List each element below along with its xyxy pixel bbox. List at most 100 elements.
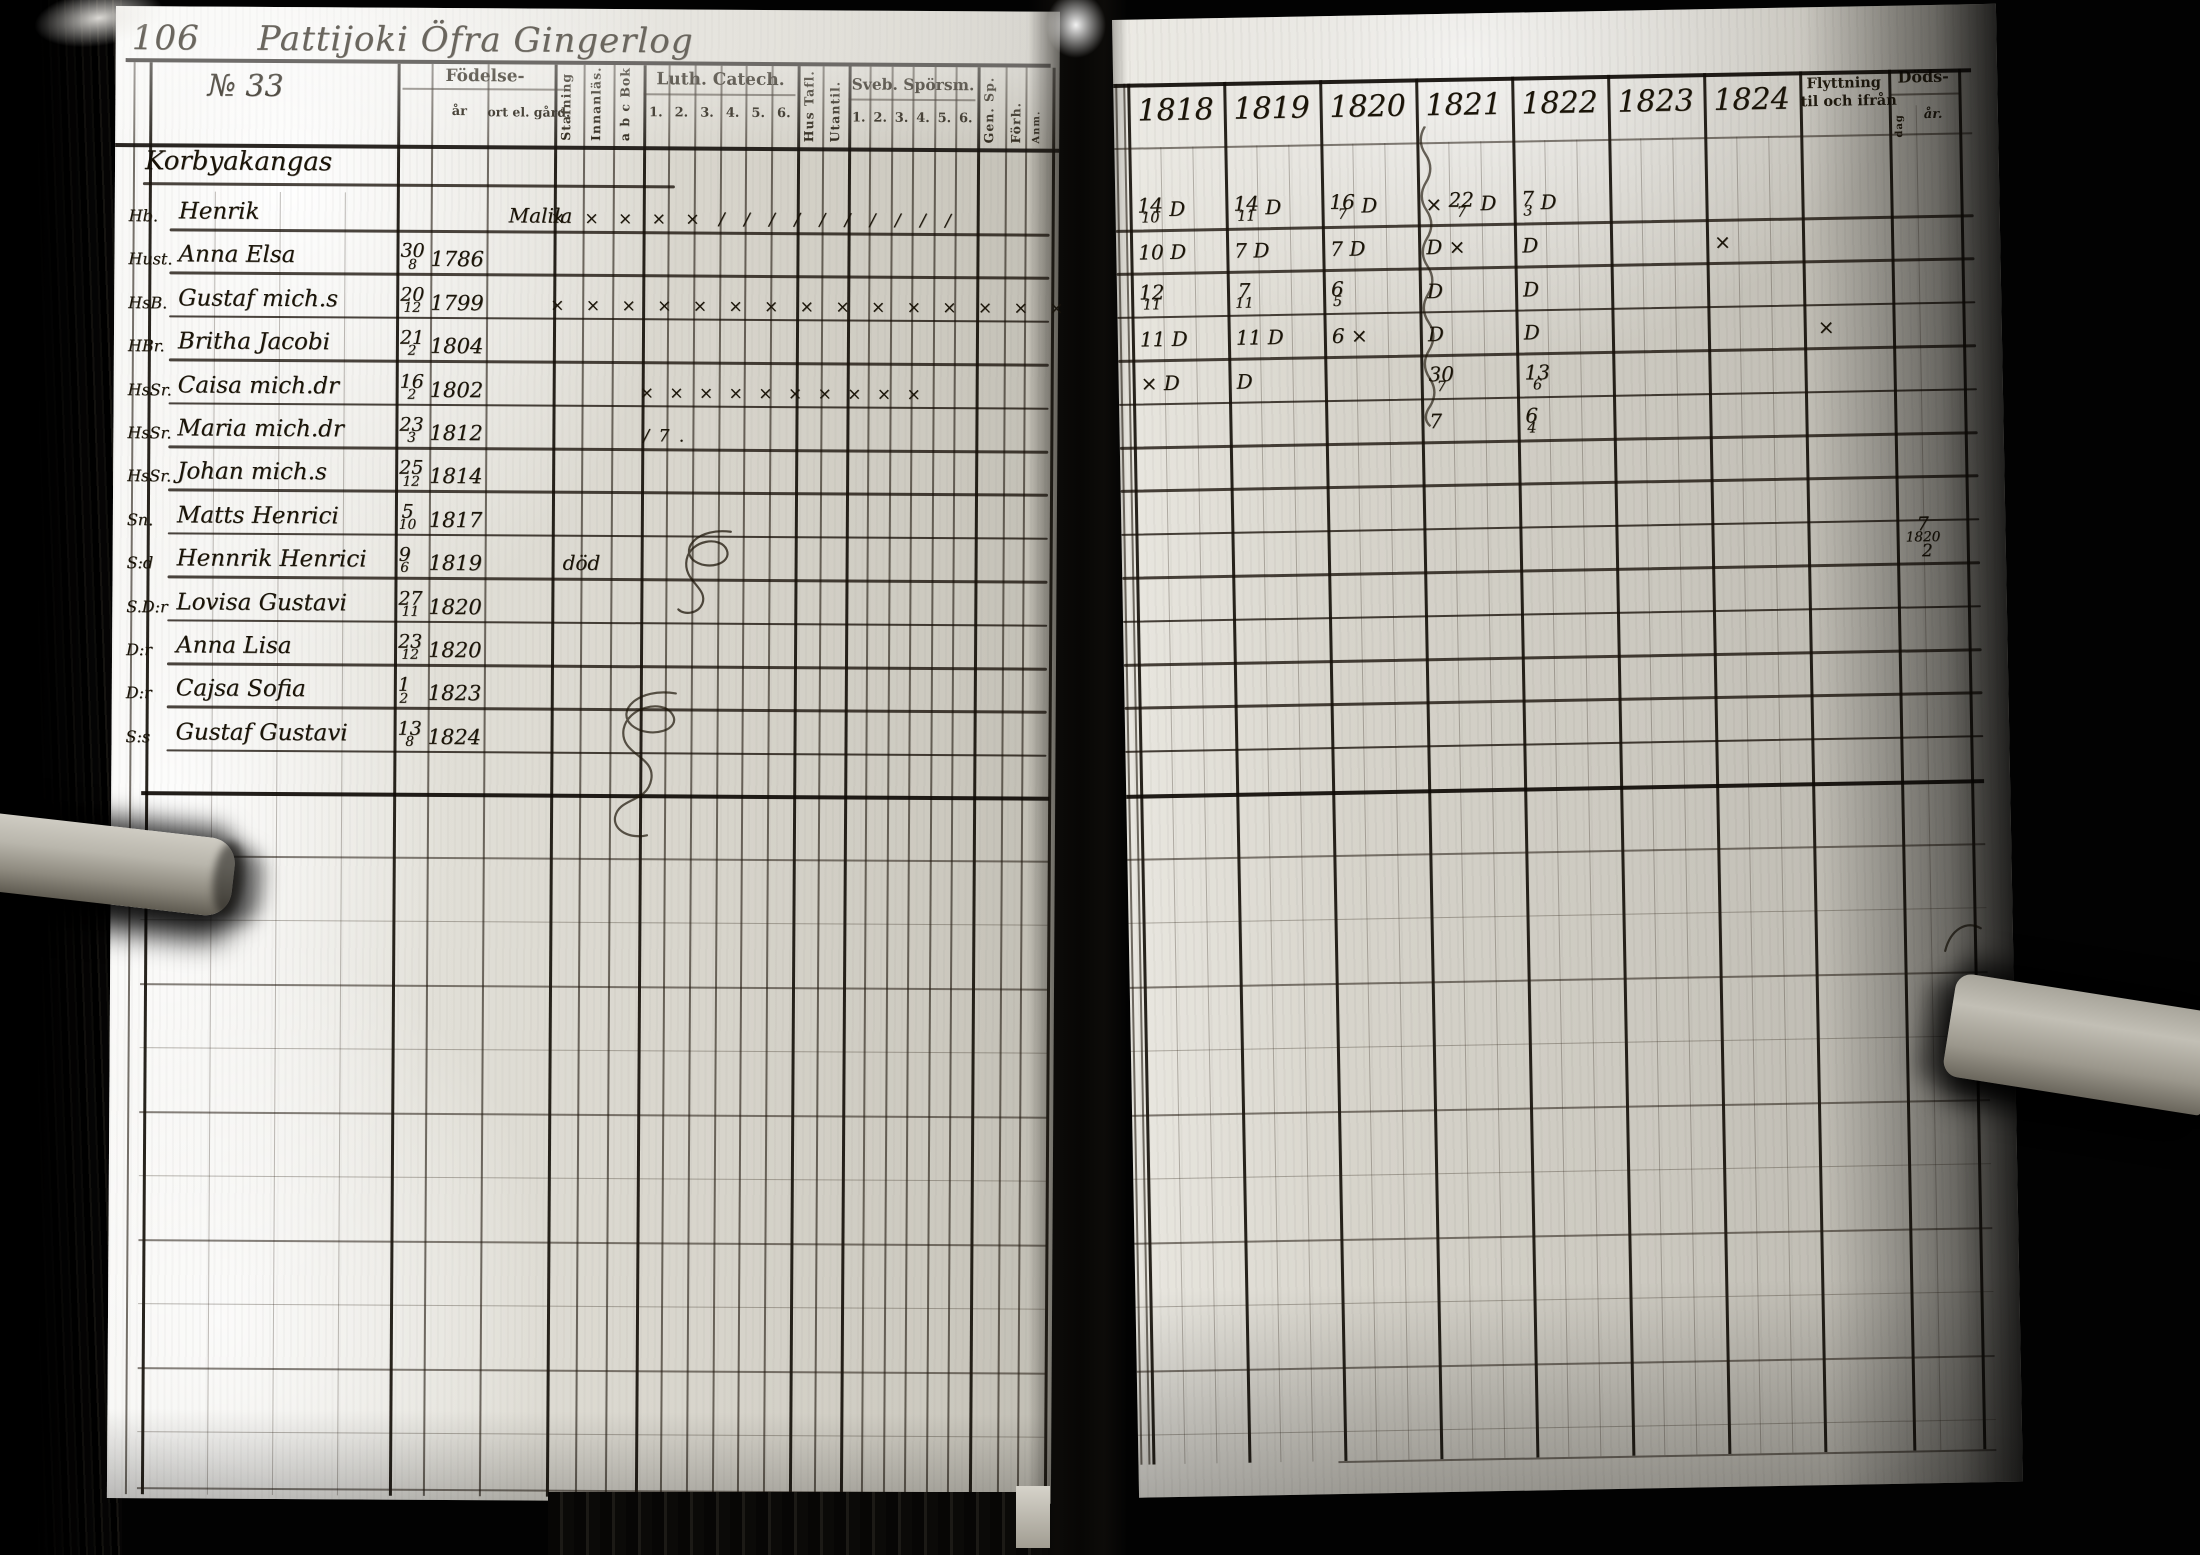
communion-entry: × D xyxy=(1140,370,1181,396)
birth-year: 1812 xyxy=(429,420,483,446)
ink-doodle xyxy=(677,530,732,614)
year-label: 1821 xyxy=(1425,86,1503,124)
year-label: 1823 xyxy=(1617,83,1695,120)
record-name: Anna Elsa xyxy=(178,241,296,269)
death-date: 7 1820 xyxy=(1905,513,1941,546)
grid-line-v xyxy=(1799,71,1828,1453)
death-note-left: död xyxy=(562,550,601,576)
year-label: 1824 xyxy=(1713,81,1791,118)
grid-line-h xyxy=(167,532,1048,540)
grid-line-v xyxy=(1768,135,1794,1453)
record-role: HBr. xyxy=(127,336,165,356)
birth-day: 13 8 xyxy=(397,717,422,750)
communion-entry: 13 6 xyxy=(1524,359,1551,393)
record-name: Johan mich.s xyxy=(177,458,327,486)
birth-year: 1824 xyxy=(427,724,482,750)
record-name: Hennrik Henrici xyxy=(176,545,367,573)
grid-line-h xyxy=(167,575,1048,584)
birth-year: 1819 xyxy=(428,551,483,576)
record-role: D:r xyxy=(125,683,152,703)
sveb-col-number: 6. xyxy=(958,111,973,127)
grid-line-h xyxy=(125,58,1051,68)
grid-line-v xyxy=(1384,143,1410,1460)
grid-line-v xyxy=(1888,69,1917,1451)
grid-line-v xyxy=(574,64,586,1497)
catechism-marks: × × × × × × × × × × × × × × × xyxy=(550,295,1072,319)
ink-doodle xyxy=(1944,924,1982,952)
communion-entry: D xyxy=(1522,277,1540,302)
grid-line-v xyxy=(1958,68,1987,1450)
record-role: S.D:r xyxy=(126,596,168,616)
grid-line-v xyxy=(1672,137,1698,1455)
grid-line-v xyxy=(1544,140,1570,1457)
communion-entry: 7 D xyxy=(1234,238,1270,264)
grid-line-h xyxy=(142,182,675,188)
grid-line-h xyxy=(140,919,1049,926)
grid-line-v xyxy=(1576,139,1602,1457)
grid-line-v xyxy=(1016,67,1028,1500)
communion-entry: 14 10 D xyxy=(1137,193,1186,227)
grid-line-v xyxy=(124,62,136,1495)
grid-line-v xyxy=(478,64,490,1497)
gutter-highlight xyxy=(1046,0,1106,58)
birth-year: 1820 xyxy=(428,594,482,619)
birth-day: 16 2 xyxy=(399,370,424,403)
grid-line-v xyxy=(882,66,894,1499)
communion-entry: D xyxy=(1523,320,1541,345)
record-name: Gustaf mich.s xyxy=(178,285,339,313)
book-gutter xyxy=(1028,0,1128,1555)
birth-day: 23 3 xyxy=(399,413,424,447)
grid-line-h xyxy=(139,1111,1048,1119)
grid-line-v xyxy=(860,66,872,1499)
grid-line-h xyxy=(1338,1449,1997,1464)
left-shadow xyxy=(0,0,122,1555)
record-name: Gustaf Gustavi xyxy=(175,719,348,747)
grid-line-v xyxy=(1480,141,1506,1459)
record-role: Hb. xyxy=(128,206,159,226)
grid-line-v xyxy=(925,67,937,1499)
grid-line-v xyxy=(788,66,801,1499)
grid-line-h xyxy=(137,1367,1046,1375)
record-role: S:d xyxy=(126,553,154,573)
communion-entry: D xyxy=(1236,369,1253,394)
grid-line-h xyxy=(166,662,1047,671)
record-role: HsB. xyxy=(128,292,168,313)
luth-col-number: 1. xyxy=(649,105,663,121)
left-page: 106 Pattijoki Öfra Gingerlog № 33 Korbya… xyxy=(106,6,1072,1504)
grid-line-h xyxy=(168,488,1049,497)
birth-day: 5 10 xyxy=(398,500,417,533)
grid-line-h xyxy=(138,1175,1047,1182)
grid-line-v xyxy=(762,66,774,1498)
record-role: D:r xyxy=(126,640,153,660)
year-label: 1819 xyxy=(1233,90,1311,127)
communion-entry: × xyxy=(1817,315,1835,340)
birth-day: 21 2 xyxy=(399,326,425,360)
grid-line-v xyxy=(903,66,915,1499)
birth-year: 1804 xyxy=(429,334,484,359)
birth-year: 1820 xyxy=(427,637,482,663)
record-name: Maria mich.dr xyxy=(177,415,345,443)
luth-col-number: 6. xyxy=(777,106,791,122)
communion-entry: × xyxy=(1713,230,1732,255)
binding-tab xyxy=(1016,1486,1050,1548)
sveb-col-number: 3. xyxy=(894,110,909,126)
luth-col-number: 3. xyxy=(700,105,714,121)
birth-year: 1823 xyxy=(427,681,482,706)
death-date-sub: 2 xyxy=(1921,541,1933,562)
communion-entry: 12 11 xyxy=(1138,279,1165,314)
grid-line-v xyxy=(813,66,825,1499)
communion-entry: D xyxy=(1521,233,1539,258)
year-label: 1822 xyxy=(1521,85,1599,122)
record-name: Cajsa Sofia xyxy=(175,675,306,703)
grid-line-h xyxy=(1113,68,1972,88)
grid-line-v xyxy=(968,67,981,1500)
grid-line-v xyxy=(1640,138,1666,1456)
luth-col-number: 5. xyxy=(751,105,766,121)
record-role: HsSr. xyxy=(127,466,172,486)
grid-line-v xyxy=(1915,105,1942,1451)
grid-line-h xyxy=(1890,92,1959,96)
grid-line-v xyxy=(1448,141,1474,1459)
grid-line-h xyxy=(140,855,1049,863)
